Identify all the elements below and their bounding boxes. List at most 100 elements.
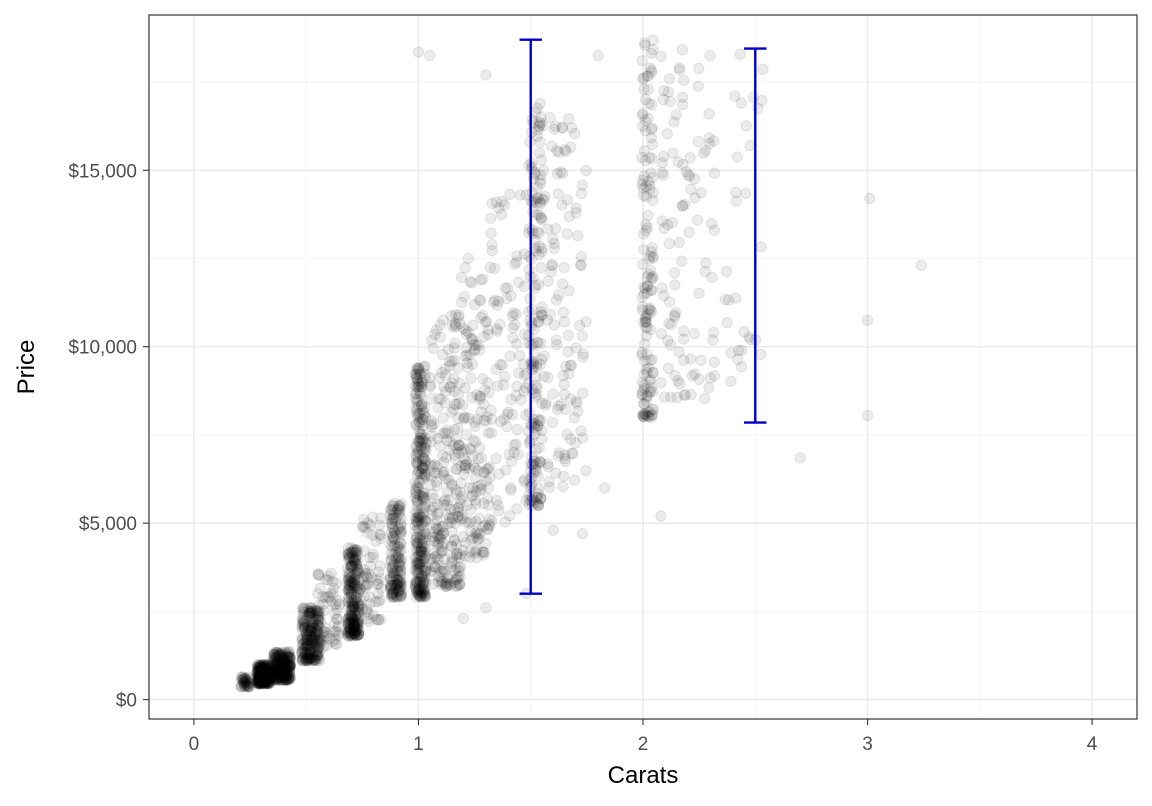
data-point: [267, 653, 279, 666]
data-point: [420, 438, 432, 450]
data-point: [251, 661, 263, 673]
data-point: [347, 621, 360, 633]
data-point: [387, 532, 399, 544]
data-point: [262, 665, 275, 677]
data-point: [417, 534, 429, 547]
data-point: [328, 625, 340, 638]
data-point: [259, 674, 271, 686]
data-point: [387, 561, 399, 573]
data-point: [235, 679, 248, 691]
data-point: [391, 550, 403, 562]
data-point: [419, 585, 431, 598]
data-point: [418, 540, 431, 553]
data-point: [410, 457, 423, 470]
data-point: [414, 434, 426, 447]
data-point: [416, 580, 428, 592]
data-point: [546, 259, 559, 271]
data-point: [440, 580, 452, 593]
data-point: [353, 598, 365, 611]
data-point: [493, 468, 505, 480]
data-point: [304, 607, 316, 619]
data-point: [393, 560, 406, 572]
data-point: [390, 570, 403, 583]
data-point: [395, 564, 407, 577]
data-point: [251, 666, 263, 678]
data-point: [362, 578, 374, 591]
data-point: [708, 167, 721, 179]
data-point: [270, 650, 282, 662]
data-point: [259, 669, 271, 681]
data-point: [390, 546, 402, 558]
data-point: [417, 587, 429, 599]
data-point: [283, 651, 295, 664]
data-point: [566, 122, 578, 134]
data-point: [305, 652, 317, 664]
data-point: [313, 646, 325, 658]
data-point: [257, 671, 269, 684]
data-point: [296, 639, 308, 651]
data-point: [684, 152, 696, 164]
data-point: [417, 555, 429, 568]
data-point: [490, 494, 503, 507]
data-point: [258, 675, 270, 687]
data-point: [255, 674, 267, 687]
data-point: [344, 617, 356, 629]
data-point: [395, 524, 407, 536]
data-point: [418, 471, 431, 483]
data-point: [418, 462, 430, 474]
data-point: [261, 663, 273, 675]
data-point: [300, 636, 312, 649]
data-point: [322, 574, 334, 586]
data-point: [273, 666, 285, 678]
data-point: [302, 633, 314, 645]
data-point: [299, 651, 311, 664]
data-point: [692, 80, 705, 93]
data-point: [278, 670, 290, 682]
data-point: [277, 662, 289, 675]
data-point: [274, 657, 287, 669]
data-point: [394, 545, 406, 557]
data-point: [346, 614, 358, 627]
data-point: [442, 344, 455, 356]
data-point: [273, 669, 285, 681]
data-point: [419, 432, 431, 444]
data-point: [256, 659, 269, 671]
data-point: [256, 659, 269, 672]
data-point: [562, 346, 574, 358]
data-point: [346, 578, 358, 590]
data-point: [301, 638, 314, 650]
data-point: [410, 576, 422, 589]
data-point: [282, 673, 294, 685]
data-point: [329, 638, 341, 650]
data-point: [351, 623, 364, 635]
data-point: [346, 582, 359, 595]
data-point: [284, 666, 296, 678]
data-point: [639, 155, 651, 167]
data-point: [393, 499, 405, 512]
data-point: [348, 628, 360, 640]
data-point: [342, 626, 355, 639]
data-point: [344, 568, 356, 580]
data-point: [282, 673, 295, 686]
data-point: [279, 661, 291, 674]
data-point: [261, 674, 273, 687]
data-point: [300, 627, 313, 639]
data-point: [432, 507, 444, 519]
data-point: [328, 582, 340, 595]
data-point: [477, 373, 489, 385]
data-point: [530, 443, 542, 456]
data-point: [261, 667, 273, 679]
data-point: [238, 676, 250, 689]
data-point: [263, 672, 275, 685]
data-point: [412, 381, 424, 393]
data-point: [416, 571, 429, 583]
data-point: [240, 677, 253, 690]
data-point: [301, 640, 313, 652]
data-point: [312, 633, 325, 645]
data-point: [388, 540, 401, 552]
data-point: [329, 607, 341, 620]
data-point: [386, 530, 399, 543]
data-point: [537, 164, 549, 177]
data-point: [301, 634, 313, 646]
